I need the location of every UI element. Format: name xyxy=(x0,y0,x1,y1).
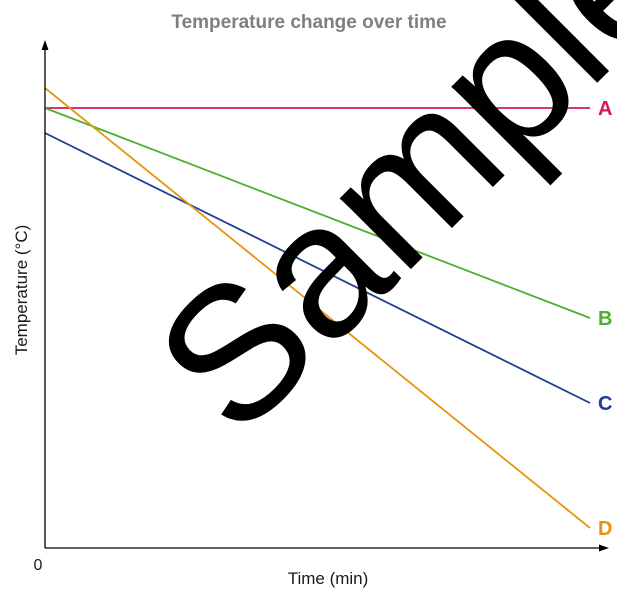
y-axis-label: Temperature (°C) xyxy=(12,225,31,356)
origin-tick-label: 0 xyxy=(34,557,43,574)
watermark-text: Sample xyxy=(116,0,617,472)
x-axis-label: Time (min) xyxy=(288,569,369,588)
series-line-d xyxy=(44,87,591,529)
series-label-a: A xyxy=(598,98,612,120)
series-labels: A B C D xyxy=(598,98,612,540)
x-axis-arrow-icon xyxy=(599,544,609,552)
series-label-c: C xyxy=(598,393,612,415)
series-line-c xyxy=(44,132,591,404)
y-axis-arrow-icon xyxy=(41,40,49,50)
series-layer xyxy=(44,87,591,529)
chart-title: Temperature change over time xyxy=(171,12,446,33)
series-label-b: B xyxy=(598,308,612,330)
series-line-b xyxy=(44,107,591,319)
series-label-d: D xyxy=(598,518,612,540)
